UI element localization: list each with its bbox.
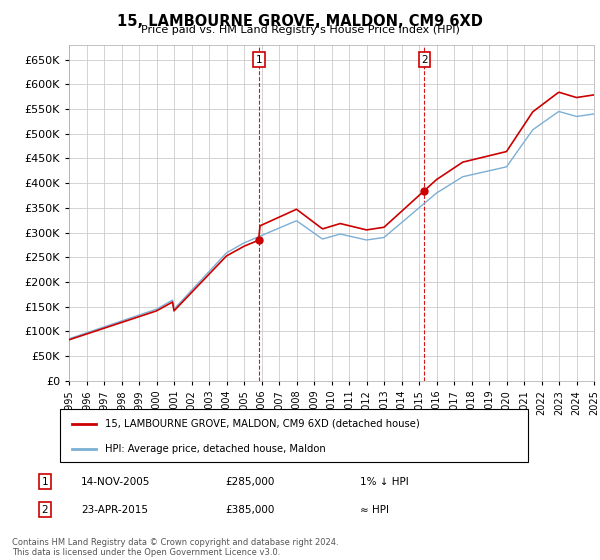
Text: 1: 1 [41,477,49,487]
Text: £385,000: £385,000 [225,505,274,515]
Text: 15, LAMBOURNE GROVE, MALDON, CM9 6XD: 15, LAMBOURNE GROVE, MALDON, CM9 6XD [117,14,483,29]
Text: HPI: Average price, detached house, Maldon: HPI: Average price, detached house, Mald… [105,444,326,454]
Text: 14-NOV-2005: 14-NOV-2005 [81,477,151,487]
Text: Price paid vs. HM Land Registry's House Price Index (HPI): Price paid vs. HM Land Registry's House … [140,25,460,35]
Text: ≈ HPI: ≈ HPI [360,505,389,515]
Text: 1: 1 [256,55,263,64]
Text: 2: 2 [41,505,49,515]
Text: £285,000: £285,000 [225,477,274,487]
Text: 15, LAMBOURNE GROVE, MALDON, CM9 6XD (detached house): 15, LAMBOURNE GROVE, MALDON, CM9 6XD (de… [105,419,420,429]
Text: 23-APR-2015: 23-APR-2015 [81,505,148,515]
Text: 2: 2 [421,55,428,64]
Text: 1% ↓ HPI: 1% ↓ HPI [360,477,409,487]
Text: Contains HM Land Registry data © Crown copyright and database right 2024.
This d: Contains HM Land Registry data © Crown c… [12,538,338,557]
